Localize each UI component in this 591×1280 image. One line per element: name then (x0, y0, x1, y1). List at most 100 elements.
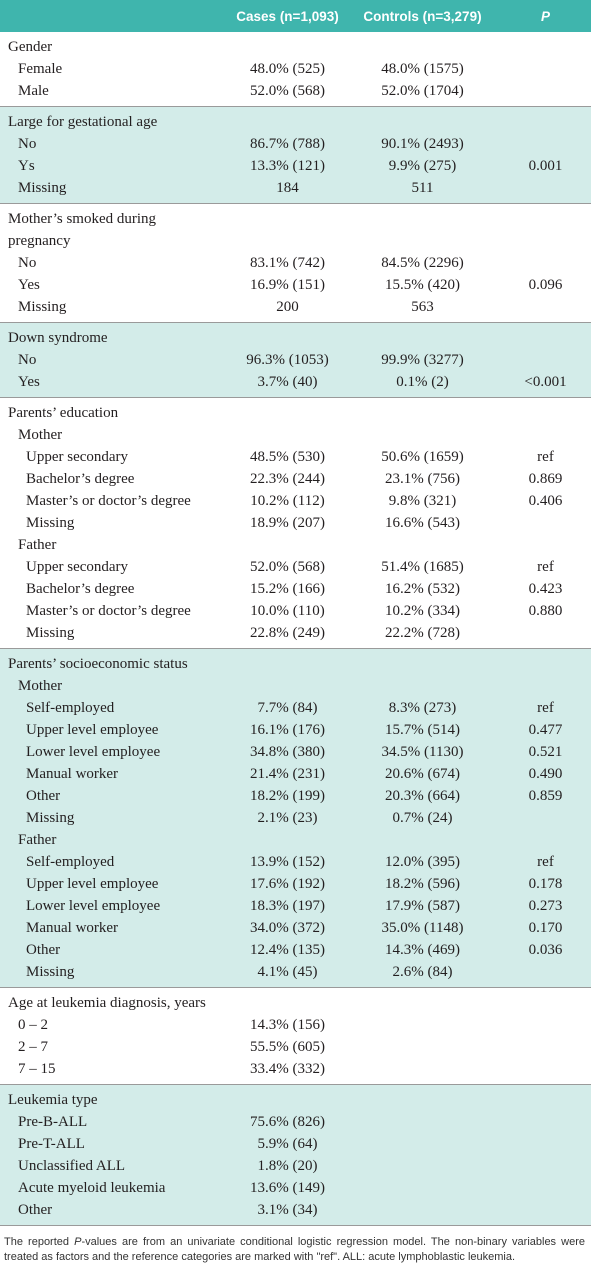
data-row: Other 18.2% (199) 20.3% (664) 0.859 (0, 785, 591, 807)
cell: 7.7% (84) (257, 700, 318, 716)
cell: ref (537, 854, 554, 870)
data-row: Manual worker 21.4% (231) 20.6% (674) 0.490 (0, 763, 591, 785)
row-label: Other (26, 788, 61, 804)
cell: 15.2% (166) (250, 581, 325, 597)
cell: 0.170 (528, 920, 563, 936)
cell: 23.1% (756) (385, 471, 460, 487)
cell: 0.178 (528, 876, 563, 892)
cell: 0.423 (528, 581, 563, 597)
section-title: Age at leukemia diagnosis, years (8, 995, 206, 1011)
section-title-row: Gender (0, 36, 591, 58)
cell (500, 1058, 591, 1080)
cell: 13.3% (121) (250, 158, 325, 174)
row-label: Master’s or doctor’s degree (26, 603, 191, 619)
row-label: Upper level employee (26, 876, 159, 892)
cell: 511 (411, 180, 434, 196)
section-title: Gender (8, 39, 53, 55)
data-row: Female 48.0% (525) 48.0% (1575) (0, 58, 591, 80)
table-header: Cases (n=1,093) Controls (n=3,279) P (0, 0, 591, 32)
row-label: Lower level employee (26, 898, 161, 914)
cell: 0.273 (528, 898, 563, 914)
row-label: 2 – 7 (18, 1039, 48, 1055)
data-row: No 83.1% (742) 84.5% (2296) (0, 252, 591, 274)
section-title-row: Mother’s smoked during pregnancy (0, 208, 591, 252)
cell: 0.521 (528, 744, 563, 760)
data-row: Missing 184 511 (0, 177, 591, 199)
data-row: Manual worker 34.0% (372) 35.0% (1148) 0.17… (0, 917, 591, 939)
section-title: Mother’s smoked during pregnancy (8, 211, 157, 249)
data-row: Self-employed 7.7% (84) 8.3% (273) ref (0, 697, 591, 719)
section: Leukemia type Pre-B-ALL 75.6% (826) Pre-T-A… (0, 1085, 591, 1226)
cell (500, 622, 591, 644)
cell (500, 1014, 591, 1036)
row-label: Missing (26, 964, 75, 980)
cell: 0.490 (528, 766, 563, 782)
cell: 16.6% (543) (385, 515, 460, 531)
subgroup-title: Father (18, 537, 57, 553)
data-row: Bachelor’s degree 22.3% (244) 23.1% (756) 0… (0, 468, 591, 490)
section-title: Leukemia type (8, 1092, 98, 1108)
data-row: Lower level employee 34.8% (380) 34.5% (11… (0, 741, 591, 763)
cell: 17.6% (192) (250, 876, 325, 892)
cell: 184 (276, 180, 299, 196)
row-label: Yes (18, 374, 40, 390)
cell: 18.9% (207) (250, 515, 325, 531)
cell (500, 252, 591, 274)
row-label: Bachelor’s degree (26, 471, 135, 487)
row-label: Manual worker (26, 766, 119, 782)
cell: 10.0% (110) (250, 603, 325, 619)
cell (345, 1155, 500, 1177)
cell: 52.0% (1704) (381, 83, 464, 99)
cell: 84.5% (2296) (381, 255, 464, 271)
cell: 0.477 (528, 722, 563, 738)
data-row: 2 – 7 55.5% (605) (0, 1036, 591, 1058)
row-label: Lower level employee (26, 744, 161, 760)
row-label: Ys (18, 158, 35, 174)
cell: 48.5% (530) (250, 449, 325, 465)
cell: 34.5% (1130) (381, 744, 464, 760)
header-cell: P (540, 8, 550, 24)
data-row: Upper secondary 52.0% (568) 51.4% (1685) re… (0, 556, 591, 578)
cell (345, 1014, 500, 1036)
data-row: Missing 22.8% (249) 22.2% (728) (0, 622, 591, 644)
cell: 33.4% (332) (250, 1061, 325, 1077)
data-row: Ys 13.3% (121) 9.9% (275) 0.001 (0, 155, 591, 177)
cell (345, 1111, 500, 1133)
row-label: Master’s or doctor’s degree (26, 493, 191, 509)
cell (345, 1133, 500, 1155)
cell (500, 58, 591, 80)
row-label: Upper level employee (26, 722, 159, 738)
section-title: Large for gestational age (8, 114, 158, 130)
cell: 55.5% (605) (250, 1039, 325, 1055)
row-label: No (18, 255, 37, 271)
cell: 18.2% (596) (385, 876, 460, 892)
cell: 17.9% (587) (385, 898, 460, 914)
data-row: No 86.7% (788) 90.1% (2493) (0, 133, 591, 155)
data-row: Unclassified ALL 1.8% (20) (0, 1155, 591, 1177)
cell: 9.8% (321) (388, 493, 457, 509)
cell: 0.880 (528, 603, 563, 619)
data-row: Missing 18.9% (207) 16.6% (543) (0, 512, 591, 534)
cell: 20.6% (674) (385, 766, 460, 782)
cell: 0.036 (528, 942, 563, 958)
cell (500, 1177, 591, 1199)
cell: 14.3% (156) (250, 1017, 325, 1033)
cell: 90.1% (2493) (381, 136, 464, 152)
cell: 50.6% (1659) (381, 449, 464, 465)
row-label: Acute myeloid leukemia (18, 1180, 166, 1196)
section-title: Parents’ education (8, 405, 119, 421)
cell: ref (537, 700, 554, 716)
cell: 13.6% (149) (250, 1180, 325, 1196)
footnote-text: -values are from an univariate condition… (4, 1236, 585, 1263)
cell (345, 1036, 500, 1058)
data-row: Yes 3.7% (40) 0.1% (2) <0.001 (0, 371, 591, 393)
data-row: Upper level employee 16.1% (176) 15.7% (51… (0, 719, 591, 741)
row-label: Yes (18, 277, 40, 293)
section: Age at leukemia diagnosis, years 0 – 2 14.… (0, 988, 591, 1085)
cell (500, 296, 591, 318)
cell: 86.7% (788) (250, 136, 325, 152)
row-label: No (18, 136, 37, 152)
row-label: Self-employed (26, 854, 115, 870)
cell: 22.2% (728) (385, 625, 460, 641)
